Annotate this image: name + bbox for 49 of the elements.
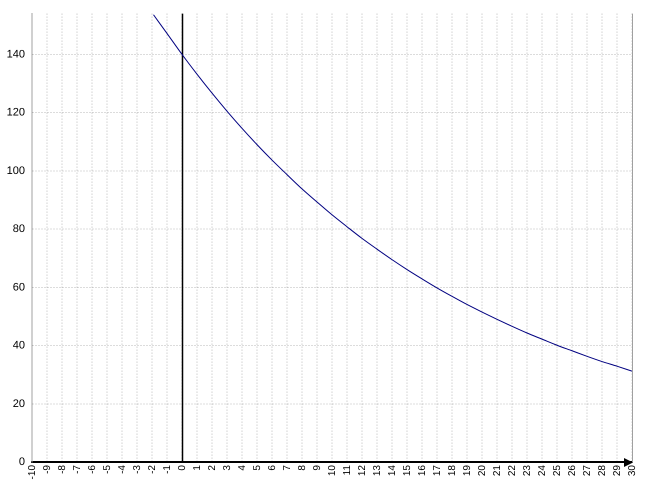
x-tick-label: 20 xyxy=(476,464,488,476)
x-tick-label: -2 xyxy=(146,464,158,474)
x-tick-label: -6 xyxy=(86,464,98,474)
x-tick-label: 3 xyxy=(222,464,233,471)
x-tick-label: 27 xyxy=(582,464,593,476)
x-tick-label: 5 xyxy=(252,464,263,471)
x-tick-label: 17 xyxy=(432,464,443,476)
x-tick-label: 4 xyxy=(236,464,248,471)
x-tick-label: 9 xyxy=(312,464,323,471)
line-series xyxy=(153,14,632,372)
x-tick-label: -7 xyxy=(72,464,83,474)
x-tick-label: 0 xyxy=(176,464,188,471)
x-tick-label: 12 xyxy=(356,464,368,476)
x-tick-label: -5 xyxy=(102,464,113,474)
x-tick-label: 1 xyxy=(192,464,203,471)
x-tick-label: 2 xyxy=(206,464,218,471)
x-tick-label: 22 xyxy=(506,464,518,476)
x-tick-label: -9 xyxy=(42,464,53,474)
x-tick-label: 10 xyxy=(326,464,338,476)
x-tick-label: 26 xyxy=(566,464,578,476)
x-tick-label: 28 xyxy=(596,464,608,476)
x-tick-label: 13 xyxy=(372,464,383,476)
x-tick-label: 25 xyxy=(552,464,563,476)
y-tick-label: 80 xyxy=(12,223,25,236)
y-tick-label: 120 xyxy=(6,106,25,119)
x-tick-label: -3 xyxy=(132,464,143,474)
x-tick-label: 6 xyxy=(266,464,278,471)
x-tick-label: -1 xyxy=(162,464,173,474)
x-tick-label: 7 xyxy=(282,464,293,471)
y-tick-label: 40 xyxy=(12,340,25,352)
x-tick-label: 19 xyxy=(462,464,473,476)
y-tick-label: 140 xyxy=(6,48,25,60)
x-tick-label: 15 xyxy=(402,464,413,476)
x-tick-label: 11 xyxy=(342,464,353,476)
x-tick-label: 29 xyxy=(612,464,623,476)
x-tick-label: 14 xyxy=(386,464,398,476)
y-tick-label: 60 xyxy=(12,281,25,294)
x-tick-label: 23 xyxy=(522,464,533,476)
x-tick-label: 21 xyxy=(492,464,503,476)
x-tick-label: -10 xyxy=(26,464,38,480)
x-tick-label: 8 xyxy=(296,464,308,471)
x-tick-label: 18 xyxy=(446,464,458,476)
x-tick-label: 16 xyxy=(416,464,428,476)
y-tick-label: 20 xyxy=(12,398,25,410)
x-tick-label: 30 xyxy=(626,464,638,476)
y-tick-label: 100 xyxy=(6,164,25,177)
x-tick-label: 24 xyxy=(536,464,548,476)
x-tick-label: -4 xyxy=(116,464,128,474)
x-tick-label: -8 xyxy=(56,464,68,474)
